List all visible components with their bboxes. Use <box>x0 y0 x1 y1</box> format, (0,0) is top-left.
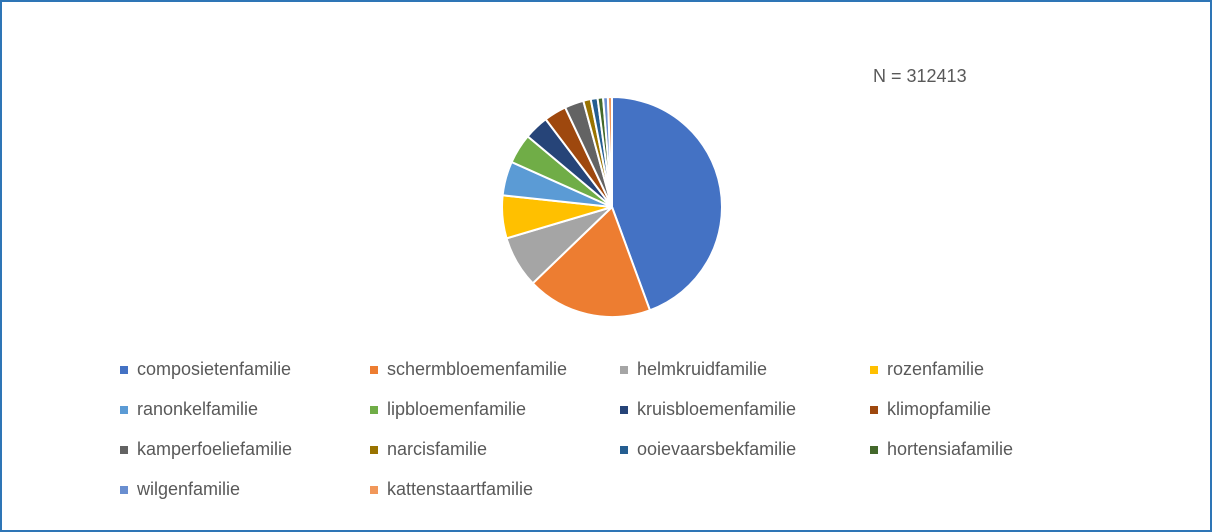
legend-label: kruisbloemenfamilie <box>637 399 796 419</box>
legend-label: rozenfamilie <box>887 359 984 379</box>
legend-label: ooievaarsbekfamilie <box>637 439 796 459</box>
legend-swatch <box>620 366 628 374</box>
legend-swatch <box>620 406 628 414</box>
legend-label: schermbloemenfamilie <box>387 359 567 379</box>
legend-swatch <box>120 486 128 494</box>
legend-swatch <box>870 446 878 454</box>
legend-label: kattenstaartfamilie <box>387 479 533 499</box>
legend-swatch <box>370 366 378 374</box>
legend-swatch <box>120 406 128 414</box>
legend-swatch <box>370 446 378 454</box>
legend-label: klimopfamilie <box>887 399 991 419</box>
annotation: N = 312413 <box>873 66 967 86</box>
pie-slice <box>611 95 723 312</box>
legend-label: lipbloemenfamilie <box>387 399 526 419</box>
legend-label: helmkruidfamilie <box>637 359 767 379</box>
legend-swatch <box>120 446 128 454</box>
legend-label: ranonkelfamilie <box>137 399 258 419</box>
legend-label: kamperfoeliefamilie <box>137 439 292 459</box>
legend-swatch <box>620 446 628 454</box>
pie-slice <box>606 95 613 208</box>
legend-swatch <box>870 406 878 414</box>
legend-swatch <box>870 366 878 374</box>
pie-slice <box>531 205 652 318</box>
legend-swatch <box>370 406 378 414</box>
legend-label: hortensiafamilie <box>887 439 1013 459</box>
legend-label: wilgenfamilie <box>136 479 240 499</box>
legend-label: narcisfamilie <box>387 439 487 459</box>
legend-label: composietenfamilie <box>137 359 291 379</box>
legend-swatch <box>120 366 128 374</box>
legend-swatch <box>370 486 378 494</box>
